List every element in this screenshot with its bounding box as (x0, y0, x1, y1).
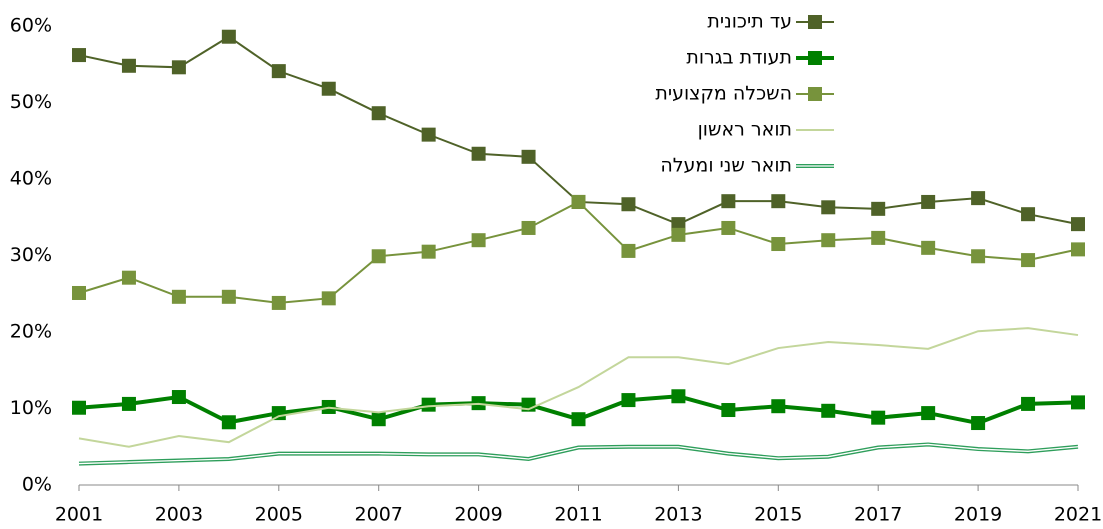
marker (1071, 217, 1085, 232)
marker (1021, 207, 1036, 222)
x-tick-label: 2009 (454, 504, 502, 526)
series-line (78, 327, 1079, 448)
y-tick-label: 10% (10, 397, 52, 419)
marker (171, 289, 186, 304)
marker (271, 64, 286, 79)
marker (821, 403, 836, 418)
y-tick-label: 30% (10, 244, 52, 266)
marker (871, 201, 886, 216)
x-tick-label: 2019 (954, 504, 1002, 526)
x-tick-label: 2005 (255, 504, 303, 526)
y-tick-label: 20% (10, 321, 52, 343)
marker (171, 60, 186, 75)
x-tick-label: 2013 (654, 504, 702, 526)
marker (971, 416, 986, 431)
marker (771, 194, 786, 209)
x-tick-label: 2001 (55, 504, 103, 526)
marker (271, 406, 286, 421)
x-tick-label: 2017 (854, 504, 902, 526)
marker (72, 400, 86, 415)
y-tick-label: 0% (22, 474, 52, 496)
marker (671, 227, 686, 242)
marker (871, 230, 886, 245)
y-tick-label: 40% (10, 168, 52, 190)
marker (771, 237, 786, 252)
marker (321, 81, 336, 96)
marker (221, 415, 236, 430)
marker (921, 240, 936, 255)
marker (371, 249, 386, 264)
marker (471, 233, 486, 248)
y-tick-label: 60% (10, 15, 52, 37)
series-line-inner (78, 443, 1079, 465)
marker (621, 243, 636, 258)
marker (971, 191, 986, 206)
marker (671, 217, 686, 232)
legend-label: השכלה מקצועית (655, 83, 792, 105)
x-tick-label: 2003 (155, 504, 203, 526)
marker (121, 396, 136, 411)
marker (121, 58, 136, 73)
marker (1021, 253, 1036, 268)
x-tick-label: 2021 (1054, 504, 1102, 526)
marker (621, 197, 636, 212)
y-tick-label: 50% (10, 91, 52, 113)
legend-label: עד תיכונית (707, 11, 792, 33)
marker (921, 194, 936, 209)
marker (721, 403, 736, 418)
marker (1071, 242, 1085, 257)
marker (721, 194, 736, 209)
marker (771, 399, 786, 414)
marker (221, 289, 236, 304)
marker (1021, 396, 1036, 411)
marker (421, 127, 436, 142)
marker (221, 29, 236, 44)
marker (571, 412, 586, 427)
marker (621, 393, 636, 408)
marker (121, 270, 136, 285)
x-tick-label: 2011 (554, 504, 602, 526)
marker (72, 285, 86, 300)
marker (571, 194, 586, 209)
x-tick-label: 2007 (355, 504, 403, 526)
marker (271, 295, 286, 310)
marker (971, 249, 986, 264)
marker (371, 412, 386, 427)
marker (921, 406, 936, 421)
marker (521, 220, 536, 235)
marker (421, 397, 436, 412)
marker (821, 200, 836, 215)
marker (721, 220, 736, 235)
legend-marker (808, 51, 822, 65)
marker (471, 146, 486, 161)
marker (821, 233, 836, 248)
marker (1071, 395, 1085, 410)
marker (421, 244, 436, 259)
marker (521, 149, 536, 164)
legend-label: תואר שני ומעלה (660, 155, 792, 177)
legend-label: תואר ראשון (698, 119, 792, 141)
marker (72, 48, 86, 63)
marker (171, 390, 186, 405)
legend-label: תעודת בגרות (686, 47, 792, 69)
marker (871, 410, 886, 425)
marker (371, 106, 386, 121)
marker (671, 389, 686, 404)
marker (321, 291, 336, 306)
x-tick-label: 2015 (754, 504, 802, 526)
legend-marker (808, 15, 822, 29)
legend-marker (808, 87, 822, 101)
